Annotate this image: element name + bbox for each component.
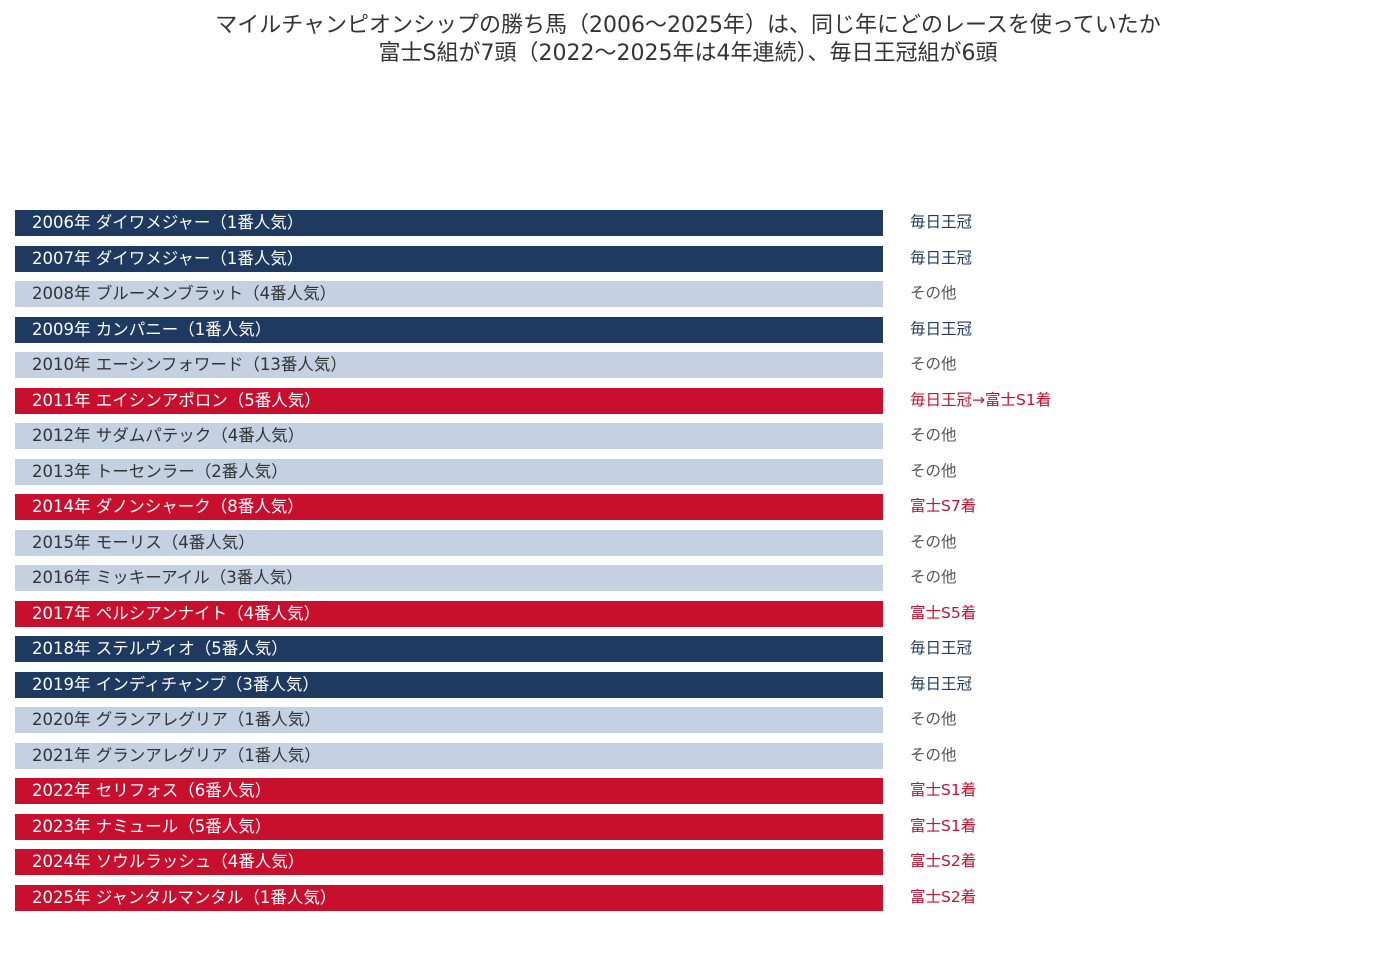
winner-row: 2025年 ジャンタルマンタル（1番人気） 富士S2着 [15, 884, 1215, 911]
winner-row: 2009年 カンパニー（1番人気） 毎日王冠 [15, 316, 1215, 343]
winner-bar: 2021年 グランアレグリア（1番人気） [15, 742, 883, 769]
prep-race-label: 毎日王冠 [910, 674, 973, 693]
winner-bar: 2016年 ミッキーアイル（3番人気） [15, 565, 883, 591]
winner-row: 2007年 ダイワメジャー（1番人気） 毎日王冠 [15, 245, 1215, 272]
winner-bar: 2014年 ダノンシャーク（8番人気） [15, 494, 883, 520]
winner-bar: 2025年 ジャンタルマンタル（1番人気） [15, 884, 883, 911]
winner-row: 2019年 インディチャンプ（3番人気） 毎日王冠 [15, 671, 1215, 698]
winner-bar: 2013年 トーセンラー（2番人気） [15, 458, 883, 485]
winner-row: 2008年 ブルーメンブラット（4番人気） その他 [15, 281, 1215, 307]
winner-bar: 2006年 ダイワメジャー（1番人気） [15, 210, 883, 236]
winner-row: 2014年 ダノンシャーク（8番人気） 富士S7着 [15, 494, 1215, 520]
prep-race-label: 富士S5着 [910, 603, 977, 622]
chart-header: マイルチャンピオンシップの勝ち馬（2006〜2025年）は、同じ年にどのレースを… [0, 12, 1376, 68]
chart-title: マイルチャンピオンシップの勝ち馬（2006〜2025年）は、同じ年にどのレースを… [215, 13, 1161, 38]
winner-bar: 2010年 エーシンフォワード（13番人気） [15, 352, 883, 378]
winner-row: 2016年 ミッキーアイル（3番人気） その他 [15, 565, 1215, 591]
prep-race-label: その他 [910, 426, 957, 444]
winner-row: 2012年 サダムパテック（4番人気） その他 [15, 423, 1215, 449]
winner-row: 2018年 ステルヴィオ（5番人気） 毎日王冠 [15, 636, 1215, 662]
prep-race-label: その他 [910, 568, 957, 586]
winners-list: 2006年 ダイワメジャー（1番人気） 毎日王冠 2007年 ダイワメジャー（1番人… [15, 210, 1215, 920]
prep-race-label: 富士S1着 [910, 781, 977, 799]
winner-bar: 2020年 グランアレグリア（1番人気） [15, 707, 883, 733]
winner-bar: 2009年 カンパニー（1番人気） [15, 316, 883, 343]
winner-bar: 2017年 ペルシアンナイト（4番人気） [15, 600, 883, 627]
winner-row: 2010年 エーシンフォワード（13番人気） その他 [15, 352, 1215, 378]
prep-race-label: その他 [910, 745, 957, 764]
winner-bar: 2019年 インディチャンプ（3番人気） [15, 671, 883, 698]
winner-bar: 2012年 サダムパテック（4番人気） [15, 423, 883, 449]
prep-race-label: 富士S7着 [910, 497, 977, 515]
prep-race-label: 毎日王冠→富士S1着 [910, 390, 1052, 409]
winner-bar: 2024年 ソウルラッシュ（4番人気） [15, 849, 883, 875]
prep-race-label: 毎日王冠 [910, 213, 973, 231]
winner-row: 2015年 モーリス（4番人気） その他 [15, 529, 1215, 556]
prep-race-label: 毎日王冠 [910, 248, 973, 267]
winner-row: 2023年 ナミュール（5番人気） 富士S1着 [15, 813, 1215, 840]
prep-race-label: 富士S2着 [910, 887, 977, 906]
winner-bar: 2011年 エイシンアポロン（5番人気） [15, 387, 883, 414]
winner-row: 2020年 グランアレグリア（1番人気） その他 [15, 707, 1215, 733]
winner-row: 2011年 エイシンアポロン（5番人気） 毎日王冠→富士S1着 [15, 387, 1215, 414]
winner-bar: 2023年 ナミュール（5番人気） [15, 813, 883, 840]
prep-race-label: その他 [910, 284, 957, 302]
prep-race-label: 富士S2着 [910, 852, 977, 870]
winner-bar: 2018年 ステルヴィオ（5番人気） [15, 636, 883, 662]
prep-race-label: 毎日王冠 [910, 639, 973, 657]
prep-race-label: その他 [910, 355, 957, 373]
prep-race-label: その他 [910, 710, 957, 728]
winner-row: 2021年 グランアレグリア（1番人気） その他 [15, 742, 1215, 769]
winner-row: 2022年 セリフォス（6番人気） 富士S1着 [15, 778, 1215, 804]
winner-row: 2006年 ダイワメジャー（1番人気） 毎日王冠 [15, 210, 1215, 236]
chart-subtitle: 富士S組が7頭（2022〜2025年は4年連続）、毎日王冠組が6頭 [378, 41, 998, 66]
prep-race-label: その他 [910, 461, 957, 480]
prep-race-label: 毎日王冠 [910, 319, 973, 338]
prep-race-label: 富士S1着 [910, 816, 977, 835]
winner-row: 2017年 ペルシアンナイト（4番人気） 富士S5着 [15, 600, 1215, 627]
winner-row: 2024年 ソウルラッシュ（4番人気） 富士S2着 [15, 849, 1215, 875]
winner-bar: 2008年 ブルーメンブラット（4番人気） [15, 281, 883, 307]
winner-bar: 2022年 セリフォス（6番人気） [15, 778, 883, 804]
winner-row: 2013年 トーセンラー（2番人気） その他 [15, 458, 1215, 485]
prep-race-label: その他 [910, 532, 957, 551]
winner-bar: 2007年 ダイワメジャー（1番人気） [15, 245, 883, 272]
winner-bar: 2015年 モーリス（4番人気） [15, 529, 883, 556]
